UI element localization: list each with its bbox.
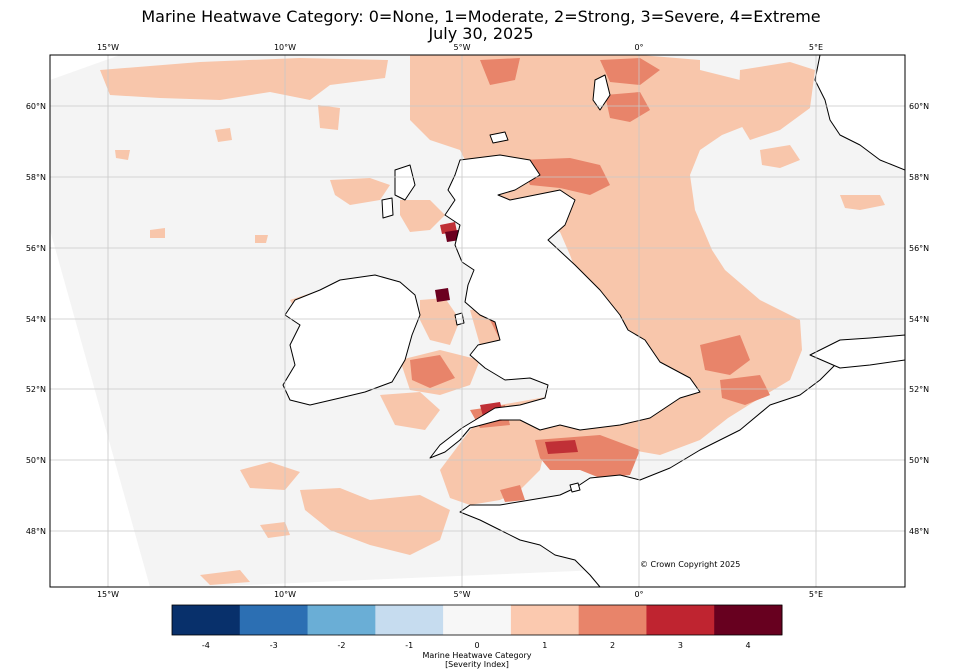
lon-label-bottom: 10°W bbox=[274, 590, 296, 599]
lon-label-bottom: 0° bbox=[634, 590, 643, 599]
lat-label-left: 54°N bbox=[26, 315, 46, 324]
colorbar-segment bbox=[578, 605, 647, 635]
lon-label-top: 15°W bbox=[97, 43, 119, 52]
lat-label-right: 54°N bbox=[909, 315, 929, 324]
colorbar-tick: -1 bbox=[405, 641, 413, 650]
great-britain-land bbox=[429, 154, 701, 459]
map-title: Marine Heatwave Category: 0=None, 1=Mode… bbox=[141, 7, 821, 26]
lat-label-left: 50°N bbox=[26, 456, 46, 465]
colorbar-segment bbox=[510, 605, 580, 635]
colorbar-tick: 0 bbox=[474, 641, 479, 650]
channel-islands-land bbox=[569, 482, 581, 493]
ireland-land bbox=[282, 274, 421, 406]
colorbar-segment bbox=[239, 605, 309, 635]
colorbar-label: Marine Heatwave Category bbox=[422, 651, 531, 660]
colorbar-segment bbox=[172, 605, 241, 635]
lat-label-right: 52°N bbox=[909, 385, 929, 394]
lon-label-top: 10°W bbox=[274, 43, 296, 52]
shetland-land bbox=[592, 74, 611, 111]
hebrides-south-land bbox=[381, 197, 394, 219]
copyright-text: © Crown Copyright 2025 bbox=[640, 560, 740, 569]
colorbar-tick: 1 bbox=[542, 641, 547, 650]
colorbar-segment bbox=[443, 605, 512, 635]
lon-label-top: 5°W bbox=[454, 43, 471, 52]
norway-land bbox=[814, 55, 905, 171]
lon-label-bottom: 15°W bbox=[97, 590, 119, 599]
orkney-land bbox=[489, 131, 509, 144]
lon-label-bottom: 5°E bbox=[809, 590, 823, 599]
map-date: July 30, 2025 bbox=[428, 24, 534, 43]
lat-label-left: 58°N bbox=[26, 173, 46, 182]
lat-label-left: 52°N bbox=[26, 385, 46, 394]
lat-label-left: 48°N bbox=[26, 527, 46, 536]
lat-label-right: 56°N bbox=[909, 244, 929, 253]
lat-label-right: 50°N bbox=[909, 456, 929, 465]
hebrides-land bbox=[394, 164, 416, 201]
colorbar-tick: -4 bbox=[202, 641, 210, 650]
colorbar-sublabel: [Severity Index] bbox=[445, 660, 509, 669]
lat-label-right: 60°N bbox=[909, 102, 929, 111]
lat-label-left: 56°N bbox=[26, 244, 46, 253]
colorbar-tick: -2 bbox=[338, 641, 346, 650]
lat-label-left: 60°N bbox=[26, 102, 46, 111]
graticule bbox=[50, 55, 905, 587]
colorbar-tick: 4 bbox=[746, 641, 751, 650]
lon-label-bottom: 5°W bbox=[454, 590, 471, 599]
colorbar-segment bbox=[307, 605, 376, 635]
lon-label-top: 0° bbox=[634, 43, 643, 52]
colorbar-tick: 3 bbox=[678, 641, 683, 650]
category-strong-regions bbox=[410, 58, 770, 502]
colorbar-tick: -3 bbox=[270, 641, 278, 650]
colorbar-segment bbox=[714, 605, 783, 635]
landmass bbox=[282, 55, 905, 587]
colorbar-tick: 2 bbox=[610, 641, 615, 650]
netherlands-land bbox=[809, 334, 905, 369]
map-frame bbox=[49, 54, 906, 588]
lat-label-right: 58°N bbox=[909, 173, 929, 182]
lat-label-right: 48°N bbox=[909, 527, 929, 536]
colorbar-segment bbox=[646, 605, 715, 635]
colorbar: -4 -3 -2 -1 0 1 2 3 4 Marine Heatwave Ca… bbox=[171, 604, 783, 669]
lon-label-top: 5°E bbox=[809, 43, 823, 52]
colorbar-segment bbox=[375, 605, 444, 635]
